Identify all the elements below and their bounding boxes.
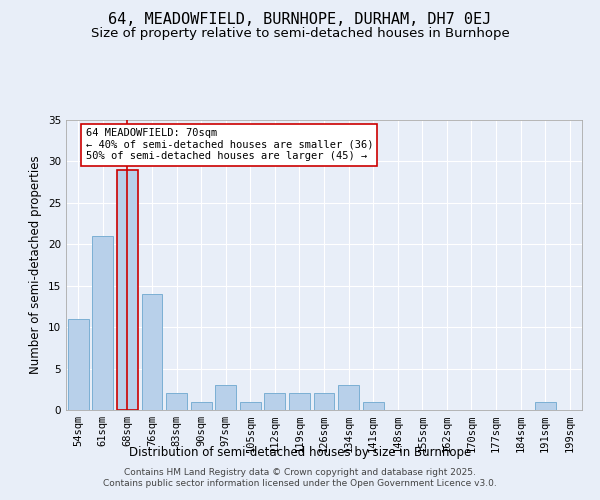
Bar: [535, 402, 556, 410]
Text: 64 MEADOWFIELD: 70sqm
← 40% of semi-detached houses are smaller (36)
50% of semi: 64 MEADOWFIELD: 70sqm ← 40% of semi-deta…: [86, 128, 373, 162]
Text: 64, MEADOWFIELD, BURNHOPE, DURHAM, DH7 0EJ: 64, MEADOWFIELD, BURNHOPE, DURHAM, DH7 0…: [109, 12, 491, 28]
Bar: [362, 402, 383, 410]
Bar: [265, 394, 286, 410]
Bar: [289, 394, 310, 410]
Text: Contains HM Land Registry data © Crown copyright and database right 2025.
Contai: Contains HM Land Registry data © Crown c…: [103, 468, 497, 487]
Bar: [215, 385, 236, 410]
Bar: [117, 170, 138, 410]
Bar: [142, 294, 163, 410]
Bar: [240, 402, 261, 410]
Text: Size of property relative to semi-detached houses in Burnhope: Size of property relative to semi-detach…: [91, 28, 509, 40]
Bar: [68, 319, 89, 410]
Text: Distribution of semi-detached houses by size in Burnhope: Distribution of semi-detached houses by …: [129, 446, 471, 459]
Bar: [92, 236, 113, 410]
Bar: [314, 394, 334, 410]
Bar: [191, 402, 212, 410]
Y-axis label: Number of semi-detached properties: Number of semi-detached properties: [29, 156, 43, 374]
Bar: [166, 394, 187, 410]
Bar: [338, 385, 359, 410]
